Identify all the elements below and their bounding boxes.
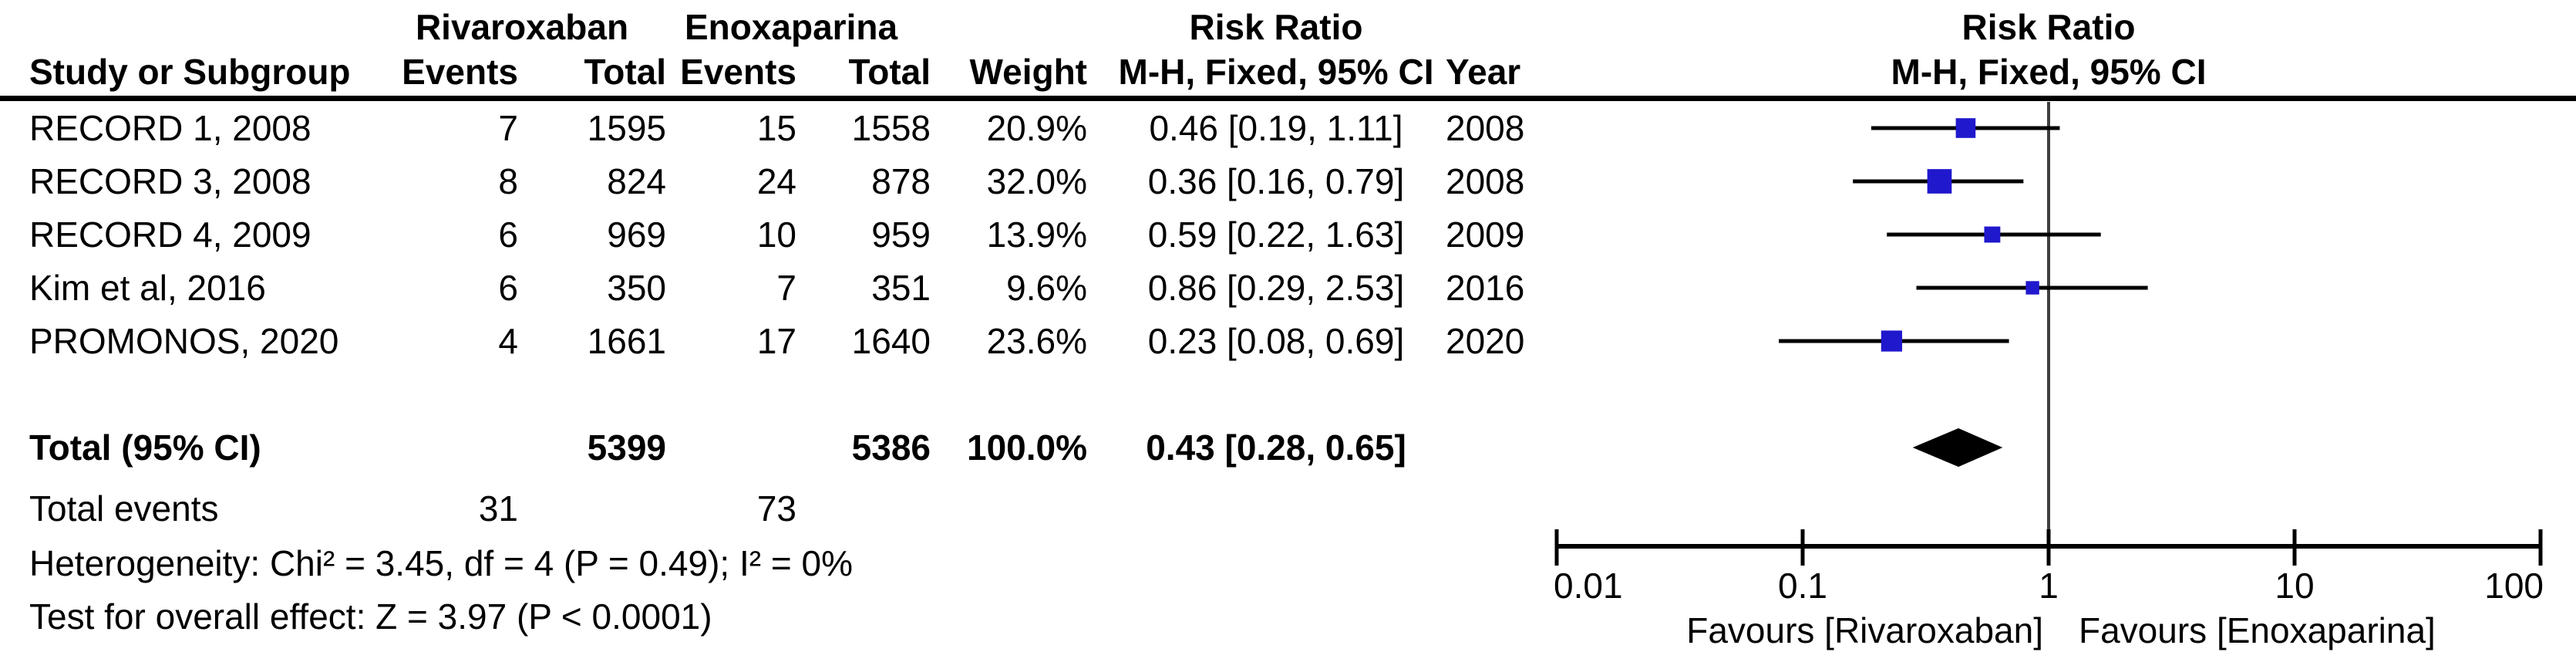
total-risk-ratio-ci: 0.43 [0.28, 0.65] — [1146, 427, 1406, 468]
treatment-total-value: 824 — [607, 161, 666, 201]
total-control-n: 5386 — [851, 427, 931, 468]
control-total-value: 959 — [871, 215, 931, 255]
risk-ratio-ci-value: 0.46 [0.19, 1.11] — [1149, 108, 1403, 148]
total-row-label: Total (95% CI) — [29, 427, 261, 468]
total-diamond — [1912, 428, 2003, 467]
favours-left-label: Favours [Rivaroxaban] — [1686, 610, 2043, 650]
year-column-header: Year — [1446, 52, 1521, 92]
control-total-value: 351 — [871, 268, 931, 308]
control-events-value: 7 — [776, 268, 796, 308]
risk-ratio-ci-value: 0.36 [0.16, 0.79] — [1147, 161, 1405, 201]
treatment-total-value: 969 — [607, 215, 666, 255]
treatment-total-column-header: Total — [584, 52, 666, 92]
favours-right-label: Favours [Enoxaparina] — [2079, 610, 2436, 650]
year-value: 2008 — [1446, 108, 1525, 148]
total-events-label: Total events — [29, 488, 219, 529]
study-name: RECORD 4, 2009 — [29, 215, 311, 255]
control-events-value: 17 — [756, 321, 796, 361]
weight-value: 23.6% — [986, 321, 1087, 361]
control-group-header: Enoxaparina — [684, 7, 898, 47]
control-total-value: 1640 — [851, 321, 931, 361]
control-total-value: 1558 — [851, 108, 931, 148]
weight-column-header: Weight — [969, 52, 1087, 92]
treatment-total-value: 1661 — [587, 321, 666, 361]
x-axis-tick-label: 100 — [2484, 566, 2544, 606]
study-name: RECORD 3, 2008 — [29, 161, 311, 201]
year-value: 2009 — [1446, 215, 1525, 255]
risk-ratio-ci-value: 0.23 [0.08, 0.69] — [1147, 321, 1405, 361]
weight-value: 13.9% — [986, 215, 1087, 255]
study-column-header: Study or Subgroup — [29, 52, 351, 92]
total-events-treatment-value: 31 — [478, 488, 518, 529]
year-value: 2016 — [1446, 268, 1525, 308]
plot-subtitle: M-H, Fixed, 95% CI — [1891, 52, 2207, 92]
year-value: 2008 — [1446, 161, 1525, 201]
study-weight-marker — [1984, 226, 2001, 243]
study-weight-marker — [1955, 118, 1976, 138]
control-total-column-header: Total — [848, 52, 931, 92]
plot-title: Risk Ratio — [1961, 7, 2136, 47]
weight-value: 9.6% — [1006, 268, 1087, 308]
header-rule — [0, 96, 2576, 101]
treatment-events-value: 4 — [498, 321, 518, 361]
control-events-value: 10 — [756, 215, 796, 255]
year-value: 2020 — [1446, 321, 1525, 361]
treatment-total-value: 350 — [607, 268, 666, 308]
control-events-column-header: Events — [680, 52, 796, 92]
x-axis-tick-label: 1 — [2039, 566, 2059, 606]
study-weight-marker — [1881, 330, 1902, 352]
treatment-events-value: 8 — [498, 161, 518, 201]
risk-ratio-ci-value: 0.59 [0.22, 1.63] — [1147, 215, 1405, 255]
risk-ratio-ci-value: 0.86 [0.29, 2.53] — [1147, 268, 1405, 308]
treatment-events-value: 6 — [498, 215, 518, 255]
treatment-events-column-header: Events — [402, 52, 518, 92]
control-events-value: 15 — [756, 108, 796, 148]
x-axis-tick-label: 10 — [2275, 566, 2315, 606]
treatment-events-value: 7 — [498, 108, 518, 148]
treatment-total-value: 1595 — [587, 108, 666, 148]
study-name: Kim et al, 2016 — [29, 268, 266, 308]
effect-measure-header: Risk Ratio — [1189, 7, 1363, 47]
study-name: RECORD 1, 2008 — [29, 108, 311, 148]
study-name: PROMONOS, 2020 — [29, 321, 339, 361]
control-total-value: 878 — [871, 161, 931, 201]
method-column-header: M-H, Fixed, 95% CI — [1118, 52, 1434, 92]
treatment-group-header: Rivaroxaban — [415, 7, 629, 47]
study-weight-marker — [1927, 169, 1952, 194]
control-events-value: 24 — [756, 161, 796, 201]
total-weight: 100.0% — [966, 427, 1087, 468]
x-axis-tick-label: 0.01 — [1554, 566, 1623, 606]
overall-effect-stats: Test for overall effect: Z = 3.97 (P < 0… — [29, 596, 712, 637]
total-events-control-value: 73 — [756, 488, 796, 529]
heterogeneity-stats: Heterogeneity: Chi² = 3.45, df = 4 (P = … — [29, 543, 853, 583]
weight-value: 20.9% — [986, 108, 1087, 148]
treatment-events-value: 6 — [498, 268, 518, 308]
study-weight-marker — [2025, 281, 2039, 295]
weight-value: 32.0% — [986, 161, 1087, 201]
x-axis-tick-label: 0.1 — [1778, 566, 1827, 606]
total-treatment-n: 5399 — [587, 427, 666, 468]
